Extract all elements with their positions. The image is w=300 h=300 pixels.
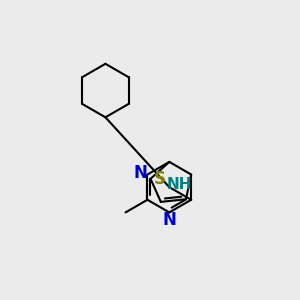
Text: N: N: [134, 164, 148, 182]
Text: S: S: [154, 170, 166, 188]
Text: N: N: [162, 212, 176, 230]
Text: NH: NH: [167, 177, 193, 192]
